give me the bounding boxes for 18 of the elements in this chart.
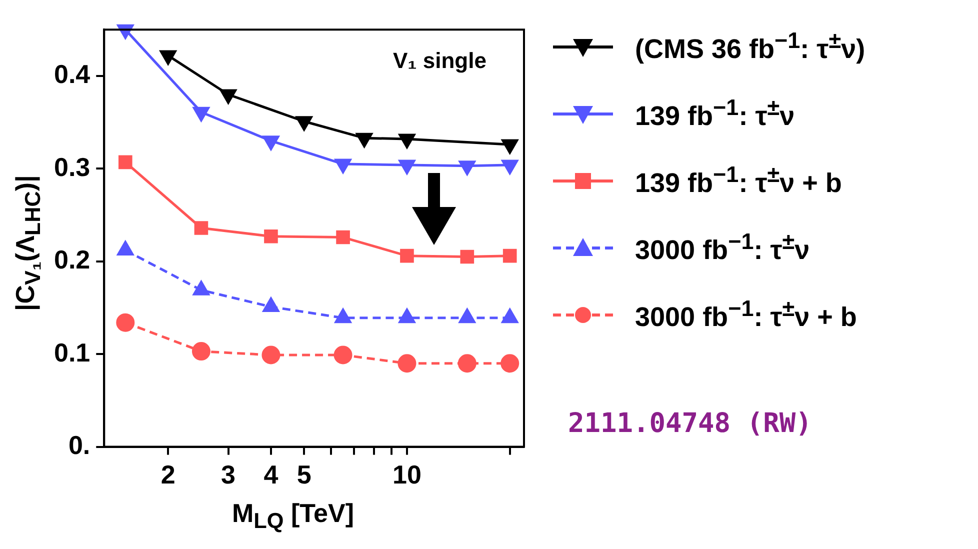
y-tick-label: 0.3 bbox=[54, 152, 90, 182]
x-tick-label: 4 bbox=[264, 460, 279, 490]
x-tick-label: 3 bbox=[221, 460, 236, 490]
text: 2111.04748 (RW) bbox=[568, 408, 812, 439]
legend-label: 139 fb$^{−1}$: τ$^{±}$ν bbox=[635, 95, 795, 132]
legend-label: (CMS 36 fb$^{−1}$: τ$^{±}$ν) bbox=[635, 28, 866, 65]
y-tick-label: 0.4 bbox=[54, 59, 91, 90]
x-tick-label: 5 bbox=[296, 460, 312, 490]
legend-label: 139 fb$^{−1}$: τ$^{±}$ν + b bbox=[635, 162, 842, 199]
y-tick-label: 0.2 bbox=[54, 244, 90, 275]
y-tick-label: 0. bbox=[68, 430, 90, 460]
annotation: V₁ single bbox=[393, 48, 486, 74]
x-tick-label: 10 bbox=[392, 460, 422, 490]
y-tick-label: 0.1 bbox=[54, 337, 90, 368]
x-tick-label: 2 bbox=[160, 460, 176, 490]
legend-label: 3000 fb$^{−1}$: τ$^{±}$ν + b bbox=[635, 296, 857, 333]
x-axis-title: M$_{LQ}$ [TeV] bbox=[230, 498, 356, 534]
legend-label: 3000 fb$^{−1}$: τ$^{±}$ν bbox=[635, 229, 810, 266]
